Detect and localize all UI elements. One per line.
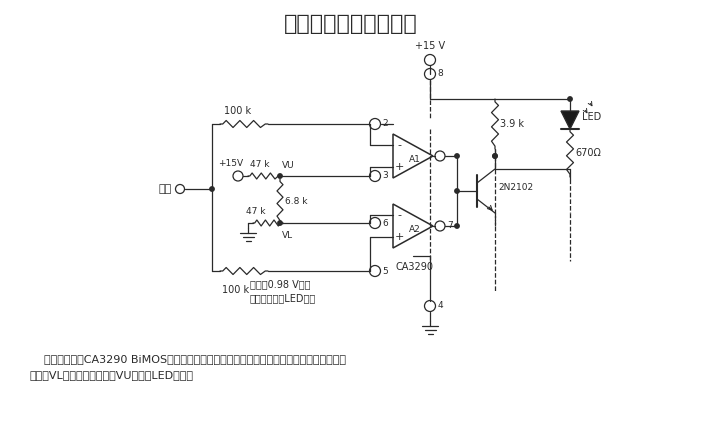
Circle shape [493, 154, 497, 158]
Text: 47 k: 47 k [246, 207, 265, 216]
Text: 本电路既使用CA3290 BiMOS双重电压比较器的一半，又使用其另一半。凡在输入信号高于: 本电路既使用CA3290 BiMOS双重电压比较器的一半，又使用其另一半。凡在输… [30, 354, 346, 364]
Circle shape [568, 97, 572, 101]
Circle shape [278, 221, 282, 225]
Text: 6.8 k: 6.8 k [285, 197, 307, 206]
Text: +: + [395, 162, 404, 172]
Text: 100 k: 100 k [224, 106, 251, 116]
Circle shape [493, 154, 497, 158]
Text: CA3290: CA3290 [395, 262, 433, 272]
Text: 高输入阻抗窗口比较器: 高输入阻抗窗口比较器 [284, 14, 418, 34]
Text: 3.9 k: 3.9 k [500, 119, 524, 129]
Text: 5: 5 [383, 266, 388, 276]
Text: 4: 4 [437, 302, 443, 310]
Text: 窗口＝0.98 V宽，: 窗口＝0.98 V宽， [250, 279, 310, 289]
Text: -: - [397, 210, 401, 220]
Circle shape [278, 174, 282, 178]
Text: 下限（VL）而又低于上限（VU）时，LED就发亮: 下限（VL）而又低于上限（VU）时，LED就发亮 [30, 370, 194, 380]
Text: 47 k: 47 k [250, 160, 270, 169]
Text: 3: 3 [383, 171, 388, 181]
Text: +15 V: +15 V [415, 41, 445, 51]
Text: 2N2102: 2N2102 [498, 184, 533, 193]
Circle shape [455, 154, 459, 158]
Text: 7: 7 [447, 221, 453, 230]
Text: VL: VL [282, 231, 293, 240]
Circle shape [210, 187, 214, 191]
Text: +: + [395, 232, 404, 242]
Polygon shape [561, 111, 579, 129]
Text: LED: LED [582, 112, 601, 122]
Text: +15V: +15V [218, 159, 244, 168]
Text: 2: 2 [383, 119, 388, 128]
Text: -: - [397, 140, 401, 150]
Text: A1: A1 [409, 155, 421, 164]
Text: VU: VU [282, 161, 295, 170]
Text: A2: A2 [409, 224, 421, 233]
Text: 输入: 输入 [159, 184, 172, 194]
Text: 8: 8 [437, 69, 443, 79]
Text: 670Ω: 670Ω [575, 148, 601, 158]
Text: 在窗口内时，LED发亮: 在窗口内时，LED发亮 [250, 293, 316, 303]
Text: 100 k: 100 k [222, 285, 249, 295]
Text: 6: 6 [383, 218, 388, 227]
Circle shape [455, 224, 459, 228]
Circle shape [455, 189, 459, 193]
